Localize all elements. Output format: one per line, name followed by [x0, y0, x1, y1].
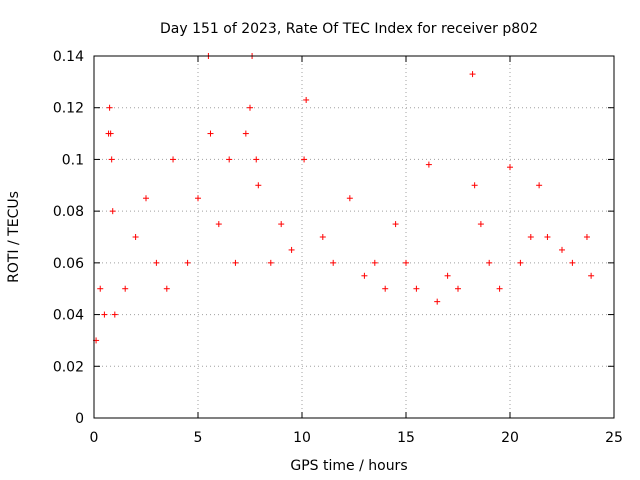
x-tick-label: 5	[194, 430, 203, 446]
data-point	[477, 221, 484, 228]
data-point	[425, 161, 432, 168]
data-point	[288, 246, 295, 253]
data-point	[215, 221, 222, 228]
data-point	[143, 195, 149, 202]
data-point	[170, 156, 177, 163]
data-point	[319, 234, 326, 240]
data-point	[207, 130, 214, 137]
data-point	[97, 285, 104, 292]
data-point	[226, 156, 233, 163]
data-point	[132, 234, 139, 240]
data-point	[195, 195, 201, 202]
data-point	[232, 259, 239, 266]
x-tick-labels: 0 5 10 15 20 25	[90, 430, 623, 446]
data-point	[382, 285, 389, 292]
y-tick-label: 0.08	[53, 204, 84, 220]
data-point	[588, 272, 595, 279]
y-tick-labels: 0 0.02 0.04 0.06 0.08 0.1 0.12 0.14	[53, 49, 84, 427]
data-point	[106, 104, 113, 111]
data-point	[361, 272, 368, 279]
data-point	[253, 156, 260, 163]
y-axis-label: ROTI / TECUs	[6, 191, 22, 283]
grid-lines	[94, 56, 614, 418]
data-point	[278, 221, 285, 228]
data-point	[517, 259, 524, 266]
data-point	[496, 285, 503, 292]
data-point	[569, 259, 576, 266]
data-point	[163, 285, 170, 292]
y-tick-label: 0.04	[53, 308, 84, 324]
data-point	[559, 246, 565, 253]
x-axis-label: GPS time / hours	[290, 458, 407, 474]
data-point	[486, 259, 493, 266]
x-tick-label: 15	[397, 430, 415, 446]
y-tick-label: 0.02	[53, 359, 84, 375]
x-tick-label: 0	[90, 430, 99, 446]
data-point	[544, 234, 551, 240]
data-point	[330, 259, 337, 266]
data-point	[455, 285, 461, 292]
axis-ticks	[93, 55, 615, 419]
data-point	[111, 311, 118, 318]
y-tick-label: 0.14	[53, 49, 84, 65]
data-point	[122, 285, 129, 292]
data-point	[471, 182, 478, 189]
data-point	[108, 156, 115, 163]
data-point	[403, 259, 409, 266]
x-tick-label: 10	[293, 430, 311, 446]
data-point	[101, 311, 108, 318]
y-tick-label: 0.12	[53, 101, 84, 117]
data-point	[107, 130, 114, 137]
data-point	[303, 96, 310, 103]
data-point	[434, 298, 441, 305]
x-tick-label: 20	[501, 430, 519, 446]
data-point	[469, 71, 476, 78]
data-point	[583, 234, 590, 240]
data-point	[346, 195, 353, 202]
data-point	[255, 182, 262, 189]
data-point	[267, 259, 274, 266]
data-point	[301, 156, 308, 163]
data-point	[247, 104, 253, 111]
data-points	[93, 53, 595, 344]
data-point	[371, 259, 378, 266]
y-tick-label: 0.1	[62, 152, 84, 168]
data-point	[536, 182, 543, 189]
data-point	[109, 208, 116, 215]
x-tick-label: 25	[605, 430, 623, 446]
data-point	[392, 221, 399, 228]
data-point	[413, 285, 420, 292]
data-point	[507, 164, 513, 171]
y-tick-label: 0	[75, 411, 84, 427]
data-point	[527, 234, 534, 240]
data-point	[184, 259, 191, 266]
data-point	[444, 272, 451, 279]
plot-frame	[93, 55, 615, 419]
y-tick-label: 0.06	[53, 256, 84, 272]
data-point	[153, 259, 160, 266]
data-point	[242, 130, 249, 137]
chart-title: Day 151 of 2023, Rate Of TEC Index for r…	[160, 21, 538, 37]
